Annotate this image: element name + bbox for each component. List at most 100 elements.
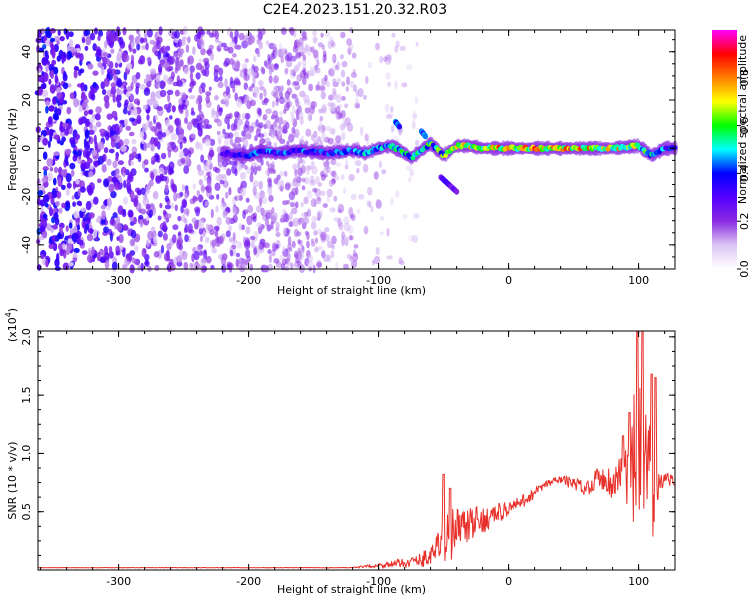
spectrogram-cell xyxy=(203,249,207,255)
spectrogram-cell xyxy=(61,202,66,209)
spectrogram-cell xyxy=(45,105,49,114)
spectrogram-cell xyxy=(375,199,383,209)
spectrogram-cell xyxy=(144,260,150,267)
spectrogram-cell xyxy=(130,109,134,116)
spectrogram-cell xyxy=(316,59,320,67)
spectrogram-cell xyxy=(199,235,203,243)
spectrogram-cell xyxy=(258,107,262,117)
spectrogram-cell xyxy=(205,171,211,177)
spectrogram-cell xyxy=(259,92,263,100)
spectrogram-cell xyxy=(199,142,203,151)
spectrogram-cell xyxy=(177,38,182,48)
spectrogram-cell xyxy=(84,142,91,151)
spectrogram-cell xyxy=(83,110,88,117)
spectrogram-cell xyxy=(349,80,355,88)
spectrogram-cell xyxy=(39,225,46,232)
spectrogram-cell xyxy=(243,138,249,148)
spectrogram-cell xyxy=(366,200,370,207)
spectrogram-cell xyxy=(273,75,279,84)
spectrogram-cell xyxy=(37,74,44,83)
spectrogram-cell xyxy=(138,214,144,221)
spectrogram-cell xyxy=(321,130,325,135)
spectrogram-cell xyxy=(346,38,352,46)
spectrogram-cell xyxy=(263,88,267,98)
colorbar-tick-label: 0.2 xyxy=(738,212,750,230)
spectrogram-cell xyxy=(97,141,105,150)
spectrogram-cell xyxy=(230,160,235,166)
colorbar-tick-label: 0.8 xyxy=(738,69,750,87)
spectrogram-cell xyxy=(346,76,350,86)
spectrogram-cell xyxy=(204,61,210,70)
spectrogram-cell xyxy=(339,133,346,141)
spectrogram-cell xyxy=(340,174,345,181)
spectrogram-cell xyxy=(218,107,224,113)
spectrogram-cell xyxy=(130,229,137,239)
spectrogram-cell xyxy=(234,136,241,144)
spectrogram-cell xyxy=(192,183,197,190)
spectrogram-cell xyxy=(296,161,301,169)
spectrogram-cell xyxy=(197,195,204,201)
spectrogram-cell xyxy=(284,67,289,75)
spectrogram-cell xyxy=(333,195,338,202)
spectrogram-cell xyxy=(157,230,163,238)
spectrogram-cell xyxy=(126,253,133,262)
spectrogram-cell xyxy=(186,121,193,131)
spectrogram-cell xyxy=(231,239,238,245)
spectrogram-cell xyxy=(343,216,350,225)
spectrogram-cell xyxy=(149,39,156,45)
spectrogram-cell xyxy=(106,58,111,67)
spectrogram-cell xyxy=(330,39,334,46)
spectrogram-cell xyxy=(246,215,253,226)
spectrogram-cell xyxy=(220,256,227,266)
spectrogram-cell xyxy=(160,152,167,160)
spectrogram-cell xyxy=(96,56,102,62)
spectrogram-cell xyxy=(73,233,80,240)
spectrogram-cell xyxy=(394,45,399,53)
spectrogram-cell xyxy=(252,75,256,85)
spectrogram-cell xyxy=(313,200,317,208)
spectrogram-cell xyxy=(195,72,201,80)
spectrogram-cell xyxy=(266,160,270,167)
spectrogram-cell xyxy=(183,165,190,175)
spectrogram-cell xyxy=(340,69,346,78)
spectrogram-cell xyxy=(204,201,210,207)
spectrogram-cell xyxy=(347,225,354,235)
spectrogram-cell xyxy=(68,222,73,229)
spectrogram-cell xyxy=(341,96,346,101)
spectrogram-cell xyxy=(348,234,353,241)
spectrogram-cell xyxy=(256,50,261,58)
spectrogram-cell xyxy=(211,111,218,119)
spectrogram-cell xyxy=(148,209,153,218)
spectrogram-cell xyxy=(122,107,128,115)
spectrogram-cell xyxy=(363,94,367,100)
spectrogram-cell xyxy=(199,250,204,256)
spectrogram-cell xyxy=(331,178,336,184)
spectrogram-cell xyxy=(146,114,150,121)
spectrogram-cell xyxy=(321,250,326,259)
spectrogram-cell xyxy=(317,136,321,143)
spectrogram-cell xyxy=(110,138,116,148)
spectrogram-cell xyxy=(62,82,69,90)
spectrogram-cell xyxy=(328,36,334,45)
spectrogram-cell xyxy=(256,221,262,228)
spectrogram-cell xyxy=(42,44,47,50)
spectrogram-cell xyxy=(115,156,119,162)
spectrogram-cell xyxy=(91,246,95,256)
spectrogram-cell xyxy=(177,48,184,58)
spectrogram-cell xyxy=(88,129,95,135)
spectrogram-cell xyxy=(91,149,98,156)
spectrogram-cell xyxy=(127,209,134,218)
spectrogram-cell xyxy=(112,134,118,140)
spectrogram-cell xyxy=(256,205,262,213)
spectrogram-cell xyxy=(341,231,345,240)
spectrogram-cell xyxy=(344,117,351,126)
spectrogram-cell xyxy=(253,65,259,73)
spectrogram-cell xyxy=(327,40,333,49)
spectrogram-cell xyxy=(62,262,70,271)
spectrogram-cell xyxy=(219,180,225,185)
spectrogram-cell xyxy=(49,84,56,94)
spectrogram-cell xyxy=(260,66,265,73)
spectrogram-cell xyxy=(115,168,120,178)
spectrogram-cell xyxy=(131,257,136,264)
spectrogram-cell xyxy=(154,114,158,121)
